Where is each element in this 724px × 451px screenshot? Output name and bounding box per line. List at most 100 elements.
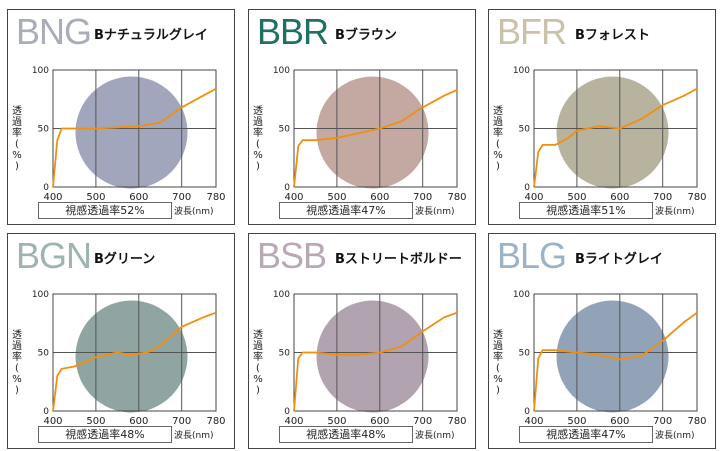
x-axis-label: 波長(nm) bbox=[655, 431, 695, 441]
x-tick-label: 400 bbox=[524, 192, 543, 203]
transmission-curve bbox=[533, 87, 698, 188]
x-tick-label: 500 bbox=[567, 192, 586, 203]
plot-frame bbox=[293, 69, 458, 188]
chart-panel: BGN Bグリーン 透 過 率 ( % ) 視感透過率48% 波長(nm) 40… bbox=[7, 233, 235, 449]
lens-swatch bbox=[556, 76, 669, 189]
y-tick-label: 0 bbox=[43, 183, 49, 193]
x-tick-label: 700 bbox=[413, 192, 432, 203]
y-axis-label-text: 透 過 率 ( % ) bbox=[253, 330, 263, 396]
y-axis-label: 透 過 率 ( % ) bbox=[10, 106, 24, 172]
y-tick-label: 0 bbox=[284, 183, 290, 193]
lens-code: BFR bbox=[497, 11, 567, 52]
transmission-curve bbox=[533, 311, 698, 412]
lens-code: BLG bbox=[497, 235, 567, 276]
y-axis-label: 透 過 率 ( % ) bbox=[491, 330, 505, 396]
lens-code: BBR bbox=[257, 11, 329, 52]
y-tick-label: 50 bbox=[519, 349, 531, 359]
x-tick-label: 400 bbox=[43, 416, 62, 427]
x-tick-label: 600 bbox=[610, 192, 629, 203]
y-axis-label: 透 過 率 ( % ) bbox=[10, 330, 24, 396]
chart-svg: 400 500 600 700 780 0 50 100 bbox=[32, 290, 226, 427]
lens-color-name: Bグリーン bbox=[94, 252, 156, 267]
visible-light-transmission-box: 視感透過率47% bbox=[519, 426, 653, 443]
y-axis-label-text: 透 過 率 ( % ) bbox=[253, 106, 263, 172]
x-tick-label: 780 bbox=[206, 192, 225, 203]
y-axis-label-text: 透 過 率 ( % ) bbox=[12, 330, 22, 396]
visible-light-transmission-box: 視感透過率51% bbox=[519, 202, 653, 219]
y-tick-label: 100 bbox=[513, 290, 530, 300]
x-tick-label: 500 bbox=[567, 416, 586, 427]
lens-swatch bbox=[75, 76, 188, 189]
y-tick-label: 50 bbox=[279, 125, 291, 135]
x-axis-label: 波長(nm) bbox=[174, 207, 214, 217]
chart-svg: 400 500 600 700 780 0 50 100 bbox=[513, 290, 707, 427]
chart-svg: 400 500 600 700 780 0 50 100 bbox=[273, 66, 467, 203]
x-tick-label: 600 bbox=[129, 416, 148, 427]
y-tick-label: 0 bbox=[524, 183, 530, 193]
y-tick-label: 100 bbox=[32, 290, 49, 300]
lens-color-name: Bストリートボルドー bbox=[335, 252, 462, 267]
y-tick-label: 50 bbox=[38, 349, 50, 359]
y-tick-label: 0 bbox=[43, 407, 49, 417]
plot-frame bbox=[52, 69, 217, 188]
visible-light-transmission-box: 視感透過率48% bbox=[279, 426, 413, 443]
visible-light-transmission-box: 視感透過率47% bbox=[279, 202, 413, 219]
x-tick-label: 780 bbox=[206, 416, 225, 427]
plot-frame bbox=[52, 293, 217, 412]
y-axis-label: 透 過 率 ( % ) bbox=[491, 106, 505, 172]
y-tick-label: 100 bbox=[273, 290, 290, 300]
lens-swatch bbox=[75, 300, 188, 413]
plot-frame bbox=[293, 293, 458, 412]
chart-panel: BLG Bライトグレイ 透 過 率 ( % ) 視感透過率47% 波長(nm) … bbox=[488, 233, 716, 449]
chart-svg: 400 500 600 700 780 0 50 100 bbox=[513, 66, 707, 203]
x-tick-label: 600 bbox=[370, 416, 389, 427]
x-tick-label: 600 bbox=[370, 192, 389, 203]
chart-panel: BFR Bフォレスト 透 過 率 ( % ) 視感透過率51% 波長(nm) 4… bbox=[488, 9, 716, 225]
x-axis-label: 波長(nm) bbox=[174, 431, 214, 441]
lens-color-name: Bライトグレイ bbox=[575, 252, 663, 267]
y-axis-label-text: 透 過 率 ( % ) bbox=[493, 106, 503, 172]
x-tick-label: 700 bbox=[172, 192, 191, 203]
y-tick-label: 100 bbox=[273, 66, 290, 76]
y-tick-label: 0 bbox=[524, 407, 530, 417]
x-tick-label: 500 bbox=[86, 416, 105, 427]
chart-panel: BBR Bブラウン 透 過 率 ( % ) 視感透過率47% 波長(nm) 40… bbox=[248, 9, 476, 225]
x-tick-label: 700 bbox=[653, 416, 672, 427]
x-axis-label: 波長(nm) bbox=[655, 207, 695, 217]
x-tick-label: 700 bbox=[172, 416, 191, 427]
y-tick-label: 0 bbox=[284, 407, 290, 417]
y-axis-label: 透 過 率 ( % ) bbox=[251, 330, 265, 396]
y-tick-label: 100 bbox=[513, 66, 530, 76]
lens-code: BSB bbox=[257, 235, 327, 276]
x-tick-label: 500 bbox=[327, 192, 346, 203]
x-tick-label: 700 bbox=[653, 192, 672, 203]
plot-frame bbox=[533, 69, 698, 188]
x-axis-label: 波長(nm) bbox=[415, 207, 455, 217]
lens-color-name: Bブラウン bbox=[335, 28, 397, 43]
lens-swatch bbox=[316, 300, 429, 413]
x-tick-label: 700 bbox=[413, 416, 432, 427]
visible-light-transmission-box: 視感透過率52% bbox=[38, 202, 172, 219]
x-tick-label: 600 bbox=[129, 192, 148, 203]
lens-color-name: Bナチュラルグレイ bbox=[94, 28, 208, 43]
x-tick-label: 780 bbox=[447, 416, 466, 427]
y-tick-label: 50 bbox=[38, 125, 50, 135]
y-tick-label: 50 bbox=[519, 125, 531, 135]
lens-swatch bbox=[316, 76, 429, 189]
x-tick-label: 500 bbox=[86, 192, 105, 203]
y-tick-label: 50 bbox=[279, 349, 291, 359]
chart-svg: 400 500 600 700 780 0 50 100 bbox=[273, 290, 467, 427]
lens-color-name: Bフォレスト bbox=[575, 28, 650, 43]
x-tick-label: 400 bbox=[284, 192, 303, 203]
y-tick-label: 100 bbox=[32, 66, 49, 76]
transmission-curve bbox=[52, 87, 217, 188]
plot-frame bbox=[533, 293, 698, 412]
chart-svg: 400 500 600 700 780 0 50 100 bbox=[32, 66, 226, 203]
x-tick-label: 400 bbox=[43, 192, 62, 203]
x-tick-label: 400 bbox=[524, 416, 543, 427]
transmission-curve bbox=[293, 89, 458, 188]
lens-code: BGN bbox=[16, 235, 92, 276]
chart-panel: BSB Bストリートボルドー 透 過 率 ( % ) 視感透過率48% 波長(n… bbox=[248, 233, 476, 449]
lens-code: BNG bbox=[16, 11, 92, 52]
transmission-curve bbox=[293, 311, 458, 412]
